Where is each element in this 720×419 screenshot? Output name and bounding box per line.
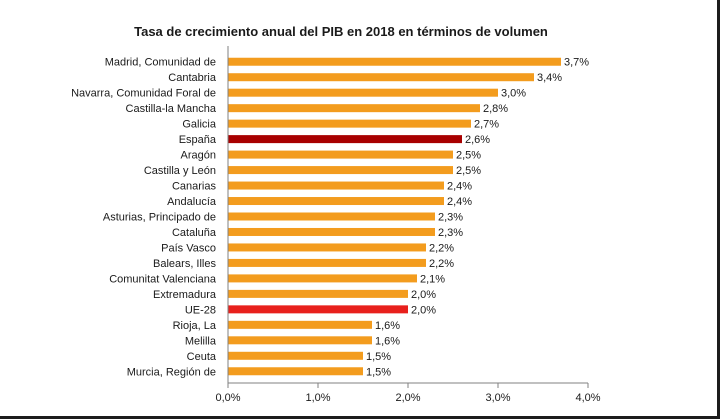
category-label: Cataluña: [172, 227, 217, 239]
x-tick-label: 3,0%: [485, 392, 510, 404]
category-label: Murcia, Región de: [127, 366, 216, 378]
value-label: 1,6%: [375, 320, 400, 332]
bar: [228, 181, 444, 190]
bar-row: Asturias, Principado de 2,3%: [103, 212, 463, 224]
category-label: Balears, Illes: [153, 258, 216, 270]
value-label: 2,8%: [483, 103, 508, 115]
bar-row: Cantabria 3,4%: [168, 72, 562, 84]
value-label: 2,3%: [438, 227, 463, 239]
category-label: Castilla-la Mancha: [126, 103, 217, 115]
value-label: 1,5%: [366, 351, 391, 363]
bar: [228, 274, 417, 283]
bar: [228, 227, 435, 236]
bar-row: Canarias 2,4%: [172, 181, 472, 193]
bar: [228, 243, 426, 252]
bar-row: Andalucía 2,4%: [167, 196, 472, 208]
category-label: Castilla y León: [144, 165, 216, 177]
bar: [228, 104, 480, 113]
category-label: Rioja, La: [173, 320, 217, 332]
value-label: 2,4%: [447, 196, 472, 208]
x-axis: 0,0% 1,0% 2,0% 3,0% 4,0%: [215, 46, 601, 404]
bars-layer: Madrid, Comunidad de 3,7% Cantabria 3,4% Nav…: [71, 57, 589, 379]
category-label: Comunitat Valenciana: [109, 273, 217, 285]
value-label: 2,2%: [429, 258, 454, 270]
category-label: Navarra, Comunidad Foral de: [71, 88, 216, 100]
bar-row: Rioja, La 1,6%: [173, 320, 401, 332]
category-label: País Vasco: [161, 242, 216, 254]
bar: [228, 367, 363, 376]
bar-row: Navarra, Comunidad Foral de 3,0%: [71, 88, 526, 100]
value-label: 2,7%: [474, 119, 499, 131]
category-label: Madrid, Comunidad de: [105, 57, 216, 69]
bar: [228, 212, 435, 221]
bar: [228, 336, 372, 345]
bar: [228, 57, 561, 66]
bar-row: Castilla-la Mancha 2,8%: [126, 103, 509, 115]
bar-row: Balears, Illes 2,2%: [153, 258, 454, 270]
bar-row: Madrid, Comunidad de 3,7%: [105, 57, 590, 69]
bar: [228, 305, 408, 314]
category-label: Galicia: [182, 119, 217, 131]
value-label: 2,2%: [429, 242, 454, 254]
bar: [228, 258, 426, 267]
value-label: 3,0%: [501, 88, 526, 100]
category-label: Asturias, Principado de: [103, 212, 216, 224]
category-label: Extremadura: [153, 289, 217, 301]
value-label: 2,0%: [411, 289, 436, 301]
bar: [228, 150, 453, 159]
x-tick-label: 4,0%: [575, 392, 600, 404]
value-label: 1,5%: [366, 366, 391, 378]
value-label: 2,5%: [456, 150, 481, 162]
category-label: Ceuta: [187, 351, 217, 363]
bar: [228, 73, 534, 82]
value-label: 1,6%: [375, 335, 400, 347]
chart-title: Tasa de crecimiento anual del PIB en 201…: [134, 24, 548, 39]
bar-row: Extremadura 2,0%: [153, 289, 436, 301]
value-label: 2,4%: [447, 181, 472, 193]
value-label: 2,5%: [456, 165, 481, 177]
category-label: Cantabria: [168, 72, 217, 84]
bar-row: Castilla y León 2,5%: [144, 165, 481, 177]
bar: [228, 166, 453, 175]
bar-row: Comunitat Valenciana 2,1%: [109, 273, 445, 285]
bar: [228, 351, 363, 360]
value-label: 3,4%: [537, 72, 562, 84]
x-tick-label: 2,0%: [395, 392, 420, 404]
bar: [228, 88, 498, 97]
bar-row: Aragón 2,5%: [181, 150, 482, 162]
bar-row: Ceuta 1,5%: [187, 351, 392, 363]
bar: [228, 289, 408, 298]
value-label: 2,0%: [411, 304, 436, 316]
bar-row: UE-28 2,0%: [185, 304, 436, 316]
bar-row: País Vasco 2,2%: [161, 242, 454, 254]
bar-row: Galicia 2,7%: [182, 119, 499, 131]
category-label: Canarias: [172, 181, 217, 193]
category-label: España: [179, 134, 217, 146]
value-label: 2,1%: [420, 273, 445, 285]
x-tick-label: 0,0%: [215, 392, 240, 404]
category-label: Aragón: [181, 150, 216, 162]
value-label: 3,7%: [564, 57, 589, 69]
category-label: UE-28: [185, 304, 216, 316]
bar-row: Melilla 1,6%: [185, 335, 400, 347]
bar: [228, 135, 462, 144]
x-tick-label: 1,0%: [305, 392, 330, 404]
bar-row: Murcia, Región de 1,5%: [127, 366, 392, 378]
bar: [228, 197, 444, 206]
value-label: 2,3%: [438, 212, 463, 224]
bar-row: España 2,6%: [179, 134, 491, 146]
bar-row: Cataluña 2,3%: [172, 227, 463, 239]
bar: [228, 320, 372, 329]
category-label: Melilla: [185, 335, 217, 347]
bar: [228, 119, 471, 128]
value-label: 2,6%: [465, 134, 490, 146]
category-label: Andalucía: [167, 196, 217, 208]
